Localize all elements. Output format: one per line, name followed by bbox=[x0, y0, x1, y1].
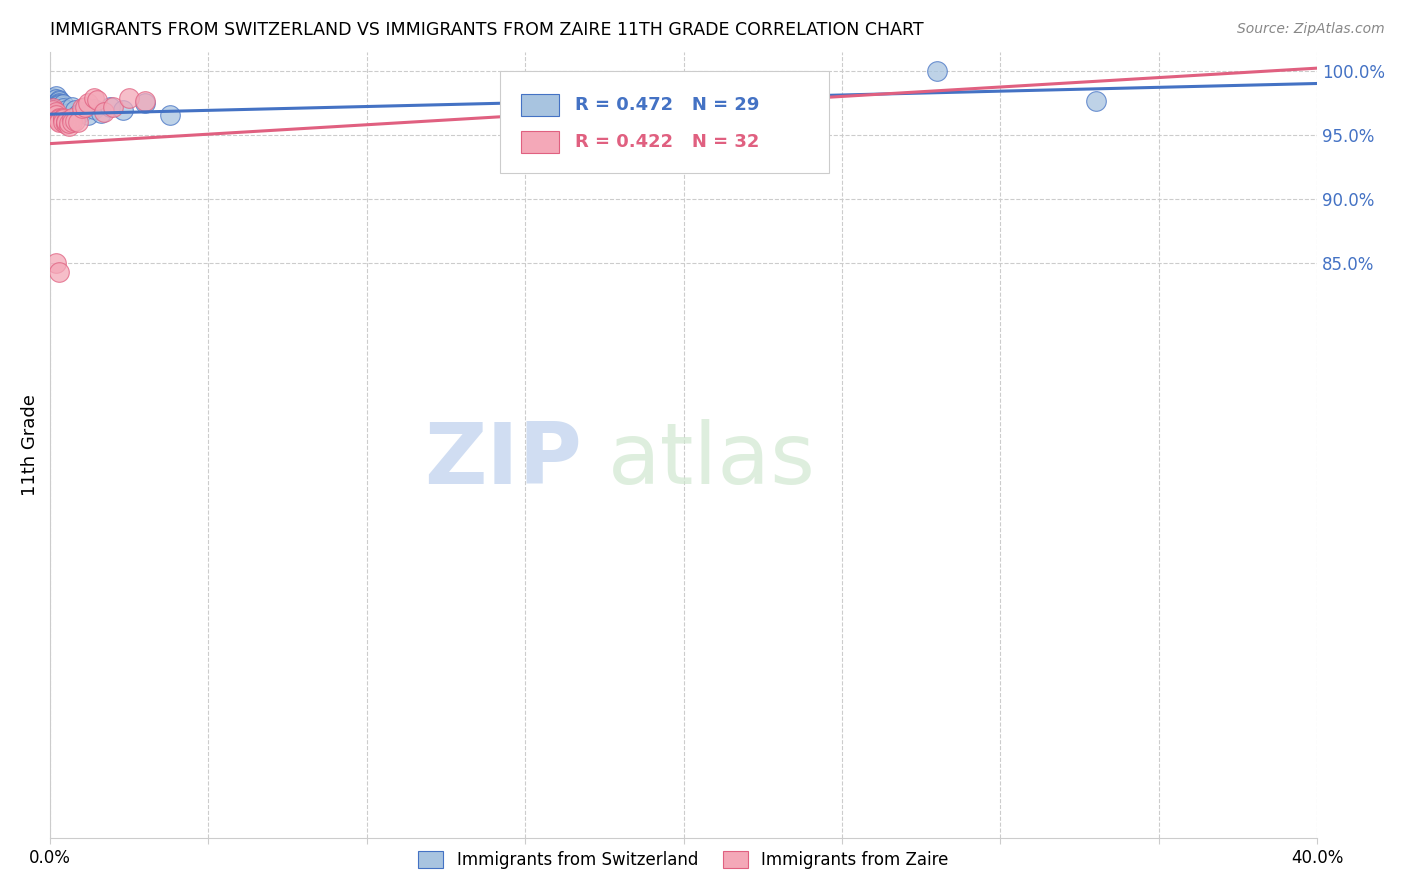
Text: R = 0.422   N = 32: R = 0.422 N = 32 bbox=[575, 133, 759, 151]
Point bbox=[48, 115, 70, 129]
Point bbox=[42, 93, 65, 107]
Legend: Immigrants from Switzerland, Immigrants from Zaire: Immigrants from Switzerland, Immigrants … bbox=[411, 842, 957, 877]
Point bbox=[103, 99, 125, 113]
Point bbox=[42, 90, 65, 104]
Point bbox=[55, 113, 77, 128]
Point bbox=[925, 63, 948, 78]
Point bbox=[134, 95, 156, 110]
Point bbox=[45, 92, 67, 106]
Point bbox=[159, 108, 181, 122]
FancyBboxPatch shape bbox=[522, 131, 560, 153]
FancyBboxPatch shape bbox=[522, 94, 560, 116]
Point bbox=[90, 106, 112, 120]
Point bbox=[48, 99, 70, 113]
Point bbox=[86, 93, 108, 107]
Point bbox=[641, 89, 664, 103]
Point bbox=[52, 115, 75, 129]
Point bbox=[45, 255, 67, 269]
Point bbox=[45, 89, 67, 103]
Point bbox=[134, 95, 156, 109]
Point bbox=[60, 99, 83, 113]
Point bbox=[42, 101, 65, 115]
Point bbox=[65, 113, 87, 128]
Point bbox=[67, 107, 90, 121]
Point bbox=[58, 119, 80, 133]
Point bbox=[73, 99, 96, 113]
FancyBboxPatch shape bbox=[501, 71, 830, 173]
Point bbox=[1084, 95, 1107, 109]
Point bbox=[98, 99, 121, 113]
Point bbox=[45, 107, 67, 121]
Point bbox=[48, 95, 70, 109]
Point bbox=[55, 103, 77, 118]
Point bbox=[48, 98, 70, 112]
Point bbox=[45, 104, 67, 119]
Point bbox=[58, 116, 80, 130]
Point bbox=[52, 111, 75, 125]
Point bbox=[111, 103, 134, 118]
Text: R = 0.472   N = 29: R = 0.472 N = 29 bbox=[575, 96, 759, 114]
Point bbox=[48, 95, 70, 110]
Point bbox=[52, 97, 75, 112]
Point bbox=[83, 90, 105, 104]
Text: atlas: atlas bbox=[607, 419, 815, 502]
Text: ZIP: ZIP bbox=[425, 419, 582, 502]
Point bbox=[45, 108, 67, 122]
Point bbox=[83, 102, 105, 116]
Text: IMMIGRANTS FROM SWITZERLAND VS IMMIGRANTS FROM ZAIRE 11TH GRADE CORRELATION CHAR: IMMIGRANTS FROM SWITZERLAND VS IMMIGRANT… bbox=[51, 21, 924, 39]
Point bbox=[58, 106, 80, 120]
Point bbox=[77, 95, 100, 110]
Point bbox=[48, 93, 70, 107]
Point bbox=[93, 104, 115, 119]
Point bbox=[77, 108, 100, 122]
Point bbox=[45, 95, 67, 110]
Point bbox=[60, 115, 83, 129]
Point bbox=[55, 117, 77, 131]
Point bbox=[60, 111, 83, 125]
Point bbox=[55, 115, 77, 129]
Text: Source: ZipAtlas.com: Source: ZipAtlas.com bbox=[1237, 22, 1385, 37]
Point bbox=[70, 101, 93, 115]
Point bbox=[48, 264, 70, 278]
Point bbox=[52, 112, 75, 127]
Point bbox=[65, 103, 87, 118]
Point bbox=[67, 115, 90, 129]
Point bbox=[70, 104, 93, 119]
Point bbox=[48, 97, 70, 112]
Point bbox=[48, 113, 70, 128]
Point bbox=[118, 90, 141, 104]
Point bbox=[42, 103, 65, 118]
Point bbox=[48, 112, 70, 127]
Point bbox=[52, 101, 75, 115]
Point bbox=[48, 111, 70, 125]
Y-axis label: 11th Grade: 11th Grade bbox=[21, 394, 39, 496]
